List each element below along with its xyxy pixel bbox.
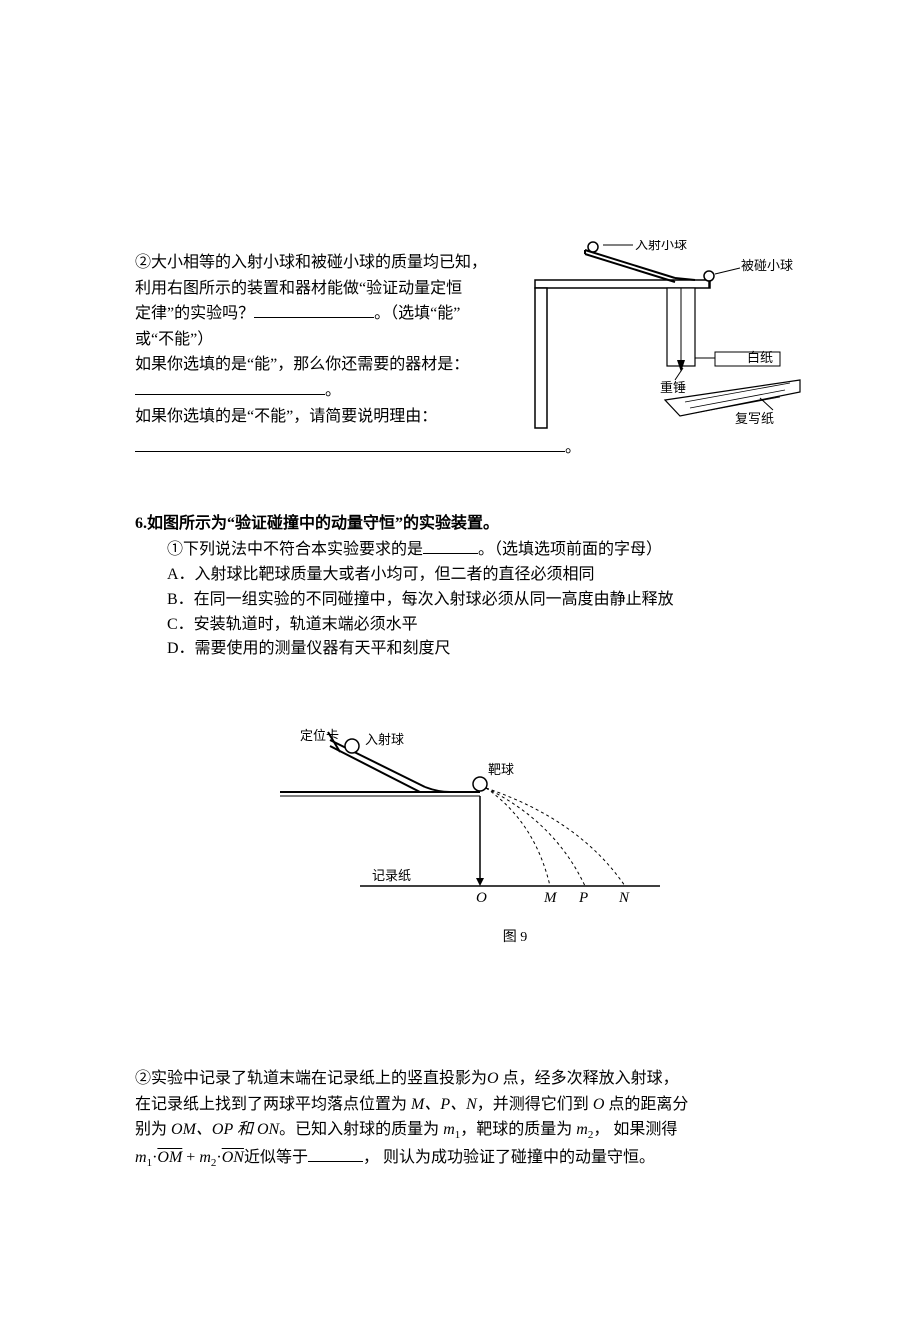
option-b: B．在同一组实验的不同碰撞中，每次入射球必须从同一高度由静止释放 bbox=[167, 591, 674, 608]
label-carbon-paper: 复写纸 bbox=[735, 411, 774, 426]
apparatus-diagram-2: 定位卡 入射球 靶球 记录纸 O M P N bbox=[250, 722, 670, 922]
q2-line7: 如果你选填的是“不能”，请简要说明理由： bbox=[135, 408, 437, 425]
blank-field bbox=[135, 435, 565, 452]
q2-line1: ②大小相等的入射小球和被碰小球的质量均已知， bbox=[135, 254, 487, 271]
label-record-paper: 记录纸 bbox=[372, 868, 411, 883]
label-m: M bbox=[543, 890, 558, 906]
sym-om-op-on: OM、OP 和 ON bbox=[171, 1121, 279, 1138]
q6p2-l2b: ，并测得它们到 bbox=[477, 1096, 593, 1113]
q2-line8-tail: 。 bbox=[565, 439, 581, 456]
blank-field bbox=[423, 537, 478, 554]
question-2-text: ②大小相等的入射小球和被碰小球的质量均已知， 利用右图所示的装置和器材能做“验证… bbox=[135, 250, 500, 429]
q6p2-l2c: 点的距离分 bbox=[604, 1096, 688, 1113]
q6p2-l3a: 别为 bbox=[135, 1121, 171, 1138]
sym-m1b: m bbox=[135, 1149, 147, 1166]
sym-mpn: M、P、N bbox=[411, 1096, 477, 1113]
q2-line4: 或“不能”） bbox=[135, 331, 213, 348]
sym-on-bar: ON bbox=[222, 1149, 244, 1166]
q6p2-l3d: ， 如果测得 bbox=[593, 1121, 677, 1138]
sym-o: O bbox=[593, 1096, 605, 1113]
label-o: O bbox=[476, 890, 487, 906]
question-2-block: ②大小相等的入射小球和被碰小球的质量均已知， 利用右图所示的装置和器材能做“验证… bbox=[135, 250, 785, 457]
blank-field bbox=[135, 378, 325, 395]
sym-o: O bbox=[487, 1070, 499, 1087]
label-p: P bbox=[578, 890, 588, 906]
q6p2-l1b: 点，经多次释放入射球， bbox=[499, 1070, 679, 1087]
sym-m1: m bbox=[443, 1121, 455, 1138]
option-a: A．入射球比靶球质量大或者小均可，但二者的直径必须相同 bbox=[167, 566, 595, 583]
q6p2-l1a: ②实验中记录了轨道末端在记录纸上的竖直投影为 bbox=[135, 1070, 487, 1087]
q6-q1-lead: ①下列说法中不符合本实验要求的是 bbox=[167, 541, 423, 558]
sym-om-bar: OM bbox=[157, 1149, 182, 1166]
q6p2-l3b: 。已知入射球的质量为 bbox=[279, 1121, 443, 1138]
blank-field bbox=[254, 301, 374, 318]
option-c: C．安装轨道时，轨道末端必须水平 bbox=[167, 616, 418, 633]
label-white-paper: 白纸 bbox=[747, 350, 773, 365]
q6p2-l4-tail: 近似等于 bbox=[244, 1149, 308, 1166]
q6p2-l4-end: ， 则认为成功验证了碰撞中的动量守恒。 bbox=[363, 1149, 655, 1166]
label-n: N bbox=[618, 890, 630, 906]
label-plumb: 重锤 bbox=[660, 380, 686, 395]
sym-plus: + bbox=[182, 1149, 199, 1166]
question-6-part2: ②实验中记录了轨道末端在记录纸上的竖直投影为O 点，经多次释放入射球， 在记录纸… bbox=[135, 1066, 785, 1173]
apparatus-diagram-1: 入射小球 被碰小球 白纸 重锤 复写纸 bbox=[525, 240, 805, 440]
q2-line5: 如果你选填的是“能”，那么你还需要的器材是： bbox=[135, 356, 469, 373]
q2-line3-tail: 。（选填“能” bbox=[374, 305, 460, 322]
blank-field bbox=[308, 1145, 363, 1162]
q6p2-l2a: 在记录纸上找到了两球平均落点位置为 bbox=[135, 1096, 411, 1113]
label-target-ball: 被碰小球 bbox=[741, 258, 793, 273]
q2-line6-tail: 。 bbox=[325, 382, 341, 399]
sym-m2: m bbox=[576, 1121, 588, 1138]
label-incident: 入射球 bbox=[365, 732, 404, 747]
question-6-heading: 6.如图所示为“验证碰撞中的动量守恒”的实验装置。 bbox=[135, 509, 785, 533]
q6p2-l3c: ，靶球的质量为 bbox=[460, 1121, 576, 1138]
q6-q1-tail: 。（选填选项前面的字母） bbox=[478, 541, 662, 558]
q2-line2: 利用右图所示的装置和器材能做“验证动量定恒 bbox=[135, 280, 462, 297]
sym-m2b: m bbox=[199, 1149, 211, 1166]
q2-line3: 定律”的实验吗？ bbox=[135, 305, 254, 322]
label-incident-ball: 入射小球 bbox=[635, 240, 687, 252]
question-6-body: ①下列说法中不符合本实验要求的是 。（选填选项前面的字母） A．入射球比靶球质量大… bbox=[135, 537, 785, 662]
label-locator: 定位卡 bbox=[300, 728, 339, 743]
label-target: 靶球 bbox=[488, 762, 514, 777]
option-d: D．需要使用的测量仪器有天平和刻度尺 bbox=[167, 640, 451, 657]
figure-caption: 图 9 bbox=[135, 926, 785, 946]
